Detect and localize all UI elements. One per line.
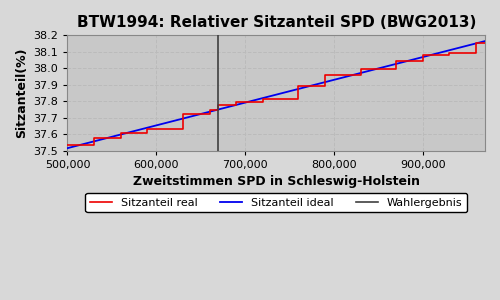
- Sitzanteil real: [118, 136, 124, 140]
- Sitzanteil real: [180, 128, 186, 131]
- Sitzanteil real: [296, 97, 302, 101]
- Sitzanteil real: [216, 109, 222, 112]
- Sitzanteil real: [393, 67, 399, 71]
- Sitzanteil real: [144, 128, 150, 131]
- Sitzanteil real: [64, 143, 70, 147]
- Sitzanteil real: [473, 41, 479, 44]
- Sitzanteil real: [446, 51, 452, 54]
- Sitzanteil real: [234, 103, 239, 107]
- Sitzanteil real: [393, 59, 399, 63]
- Sitzanteil real: [118, 131, 124, 134]
- Sitzanteil real: [420, 59, 426, 63]
- Legend: Sitzanteil real, Sitzanteil ideal, Wahlergebnis: Sitzanteil real, Sitzanteil ideal, Wahle…: [86, 193, 467, 212]
- Line: Sitzanteil real: Sitzanteil real: [68, 43, 485, 145]
- Title: BTW1994: Relativer Sitzanteil SPD (BWG2013): BTW1994: Relativer Sitzanteil SPD (BWG20…: [76, 15, 476, 30]
- Sitzanteil real: [206, 112, 212, 116]
- Sitzanteil real: [420, 53, 426, 57]
- Sitzanteil real: [206, 109, 212, 112]
- Sitzanteil real: [358, 73, 364, 77]
- Sitzanteil real: [216, 103, 222, 107]
- Sitzanteil real: [473, 51, 479, 54]
- Sitzanteil real: [260, 97, 266, 101]
- Sitzanteil real: [446, 53, 452, 57]
- Sitzanteil real: [322, 84, 328, 87]
- Sitzanteil real: [296, 84, 302, 87]
- Y-axis label: Sitzanteil(%): Sitzanteil(%): [15, 48, 28, 138]
- Sitzanteil real: [91, 143, 97, 147]
- Sitzanteil real: [234, 100, 239, 104]
- Sitzanteil real: [91, 136, 97, 140]
- X-axis label: Zweitstimmen SPD in Schleswig-Holstein: Zweitstimmen SPD in Schleswig-Holstein: [132, 175, 420, 188]
- Sitzanteil real: [358, 67, 364, 71]
- Sitzanteil real: [482, 41, 488, 44]
- Sitzanteil real: [260, 100, 266, 104]
- Sitzanteil real: [144, 131, 150, 134]
- Sitzanteil real: [322, 73, 328, 77]
- Sitzanteil real: [180, 112, 186, 116]
